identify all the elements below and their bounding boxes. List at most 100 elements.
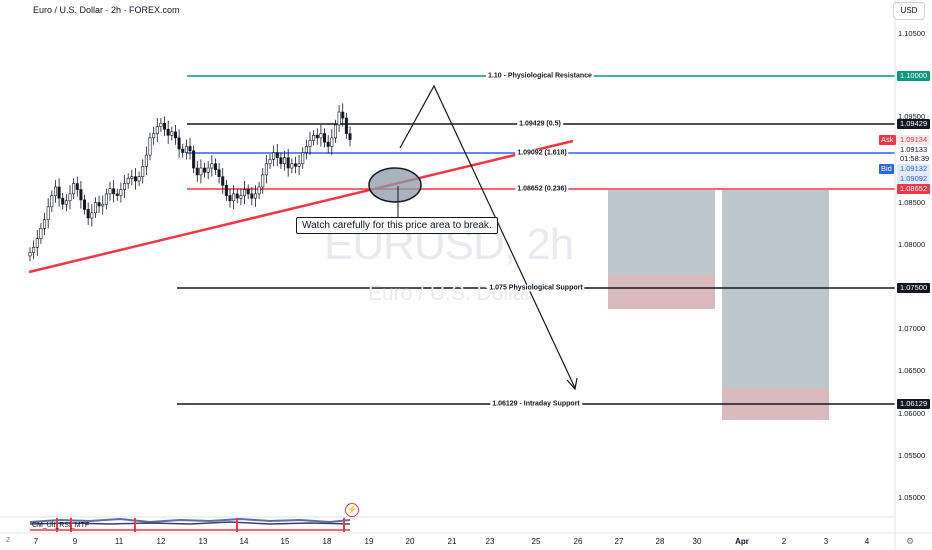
candle-body bbox=[250, 193, 254, 199]
candle-body bbox=[217, 169, 221, 177]
z-label[interactable]: Z bbox=[6, 537, 11, 544]
candle-body bbox=[173, 131, 177, 139]
candle-body bbox=[206, 167, 210, 173]
level-label-intraday[interactable]: 1.06129 - Intraday Support bbox=[490, 400, 582, 408]
candle-body bbox=[152, 133, 156, 139]
currency-button[interactable]: USD bbox=[893, 2, 925, 20]
ascending-trendline[interactable] bbox=[28, 139, 574, 274]
candle-body bbox=[50, 195, 54, 208]
annotation-callout[interactable]: Watch carefully for this price area to b… bbox=[296, 217, 498, 234]
time-axis-label: 12 bbox=[156, 537, 166, 546]
position-box-2-target[interactable] bbox=[722, 190, 829, 388]
candle-body bbox=[32, 246, 36, 253]
candle-body bbox=[72, 183, 76, 195]
candle-body bbox=[163, 122, 167, 130]
candle-body bbox=[184, 146, 188, 153]
indicator-marker bbox=[236, 518, 238, 532]
indicator-label[interactable]: CM_Ult_RSI_MTF bbox=[32, 522, 90, 529]
candle-body bbox=[39, 228, 43, 239]
price-tag-current: 1.09133 bbox=[897, 145, 931, 155]
price-tag-fib-1618: 1.09092 bbox=[897, 174, 931, 184]
candle-body bbox=[286, 157, 290, 169]
candle-body bbox=[93, 202, 97, 214]
chart-title[interactable]: Euro / U.S. Dollar · 2h · FOREX.com bbox=[33, 5, 180, 15]
time-axis-label: 18 bbox=[322, 537, 332, 546]
candle-body bbox=[253, 193, 257, 199]
position-box-1-target[interactable] bbox=[608, 190, 715, 275]
highlight-ellipse[interactable] bbox=[368, 167, 422, 203]
candle-body bbox=[133, 176, 137, 182]
candle-body bbox=[308, 140, 312, 147]
candle-body bbox=[341, 111, 345, 119]
candle-body bbox=[159, 122, 163, 127]
candle-body bbox=[104, 193, 108, 205]
indicator-marker bbox=[134, 518, 136, 532]
time-axis-label: 30 bbox=[692, 537, 702, 546]
position-box-1-stop[interactable] bbox=[608, 275, 715, 309]
time-axis-label: 27 bbox=[614, 537, 624, 546]
price-tag-bid: 1.09132 bbox=[897, 164, 931, 174]
time-axis-label: 9 bbox=[72, 537, 78, 546]
candle-body bbox=[235, 193, 239, 199]
indicator-marker bbox=[343, 518, 345, 532]
candle-body bbox=[243, 189, 247, 196]
time-axis-label: 26 bbox=[573, 537, 583, 546]
candle-body bbox=[28, 252, 32, 257]
time-axis-label: 23 bbox=[485, 537, 495, 546]
candle-body bbox=[192, 150, 196, 169]
level-label-fib-1618[interactable]: 1.09092 (1.618) bbox=[515, 149, 569, 157]
price-axis-label: 1.06500 bbox=[898, 366, 926, 375]
candle-body bbox=[115, 193, 119, 196]
candle-body bbox=[101, 203, 105, 207]
candle-body bbox=[333, 124, 337, 139]
price-axis-label: 1.06000 bbox=[898, 409, 926, 418]
candle-body bbox=[319, 133, 323, 139]
candle-body bbox=[86, 209, 90, 219]
candle-body bbox=[224, 184, 228, 196]
indicator-rsi-line bbox=[29, 517, 351, 524]
level-label-support[interactable]: 1.075 Physiological Support bbox=[487, 284, 585, 292]
candle-body bbox=[61, 197, 65, 205]
candle-body bbox=[126, 178, 130, 184]
lightning-icon[interactable]: ⚡ bbox=[345, 503, 359, 517]
bid-label: Bid bbox=[879, 164, 894, 174]
candle-body bbox=[326, 141, 330, 147]
candle-body bbox=[195, 167, 199, 176]
candle-body bbox=[108, 188, 112, 195]
candle-body bbox=[46, 206, 50, 221]
level-label-fib-05[interactable]: 1.09429 (0.5) bbox=[517, 120, 563, 128]
candle-body bbox=[79, 189, 83, 201]
price-tag-ask: 1.09134 bbox=[897, 135, 931, 145]
candle-body bbox=[228, 195, 232, 202]
candle-body bbox=[181, 148, 185, 153]
gear-icon[interactable]: ⚙ bbox=[906, 536, 915, 546]
candle-body bbox=[141, 166, 145, 177]
price-axis-label: 1.10500 bbox=[898, 29, 926, 38]
candle-body bbox=[43, 219, 47, 229]
candle-body bbox=[68, 193, 72, 202]
price-tag-fib-0236: 1.08652 bbox=[897, 184, 931, 194]
candle-body bbox=[112, 188, 116, 195]
level-label-fib-0236[interactable]: 1.08652 (0.236) bbox=[515, 185, 569, 193]
candle-body bbox=[119, 189, 123, 196]
price-tag-support: 1.07500 bbox=[897, 283, 931, 293]
candlestick-series bbox=[28, 103, 352, 262]
level-label-resistance[interactable]: 1.10 - Physiological Resistance bbox=[486, 72, 594, 80]
price-axis-label: 1.08500 bbox=[898, 198, 926, 207]
candle-body bbox=[210, 163, 214, 169]
candle-body bbox=[170, 131, 174, 136]
time-axis-label: 11 bbox=[114, 537, 124, 546]
candle-body bbox=[348, 133, 352, 140]
candle-body bbox=[137, 176, 141, 182]
candle-body bbox=[257, 186, 261, 195]
time-axis-label: 3 bbox=[823, 537, 829, 546]
candle-body bbox=[330, 137, 334, 147]
candle-body bbox=[83, 199, 87, 210]
candle-body bbox=[144, 154, 148, 167]
candle-body bbox=[264, 163, 268, 176]
price-axis-label: 1.08000 bbox=[898, 240, 926, 249]
indicator-marker bbox=[56, 518, 58, 532]
candle-body bbox=[261, 174, 265, 188]
candle-body bbox=[290, 163, 294, 169]
